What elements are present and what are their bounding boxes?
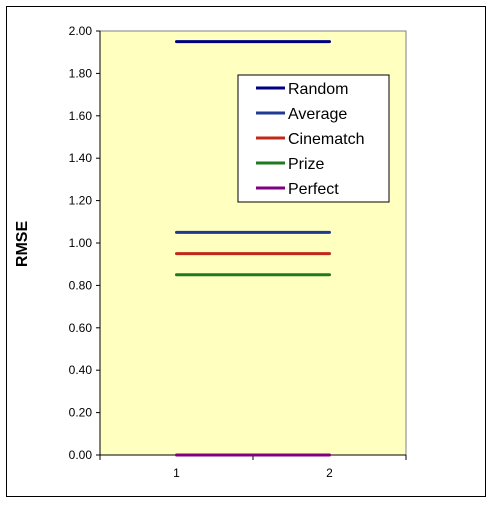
x-tick-label: 1 bbox=[173, 466, 180, 480]
legend-label-perfect: Perfect bbox=[288, 181, 339, 198]
y-tick-label: 1.60 bbox=[69, 109, 93, 123]
y-tick-label: 1.20 bbox=[69, 194, 93, 208]
x-tick-label: 2 bbox=[326, 466, 333, 480]
series-lines bbox=[175, 40, 331, 457]
y-tick-label: 0.40 bbox=[69, 363, 93, 377]
y-tick-label: 1.00 bbox=[69, 236, 93, 250]
y-axis: 0.00 0.20 0.40 0.60 0.80 1.00 1.20 1.40 1.60 1.80… bbox=[69, 24, 101, 462]
legend-label-prize: Prize bbox=[288, 156, 325, 173]
y-tick-label: 0.60 bbox=[69, 321, 93, 335]
y-tick-label: 2.00 bbox=[69, 24, 93, 38]
legend-label-cinematch: Cinematch bbox=[288, 131, 364, 148]
y-axis-label: RMSE bbox=[14, 221, 31, 268]
legend: Random Average Cinematch Prize Perfect bbox=[237, 74, 390, 203]
legend-label-random: Random bbox=[288, 81, 348, 98]
legend-label-average: Average bbox=[288, 106, 347, 123]
y-tick-label: 0.00 bbox=[69, 448, 93, 462]
y-tick-label: 0.20 bbox=[69, 406, 93, 420]
y-tick-label: 1.80 bbox=[69, 66, 93, 80]
y-tick-label: 1.40 bbox=[69, 151, 93, 165]
y-tick-label: 0.80 bbox=[69, 278, 93, 292]
